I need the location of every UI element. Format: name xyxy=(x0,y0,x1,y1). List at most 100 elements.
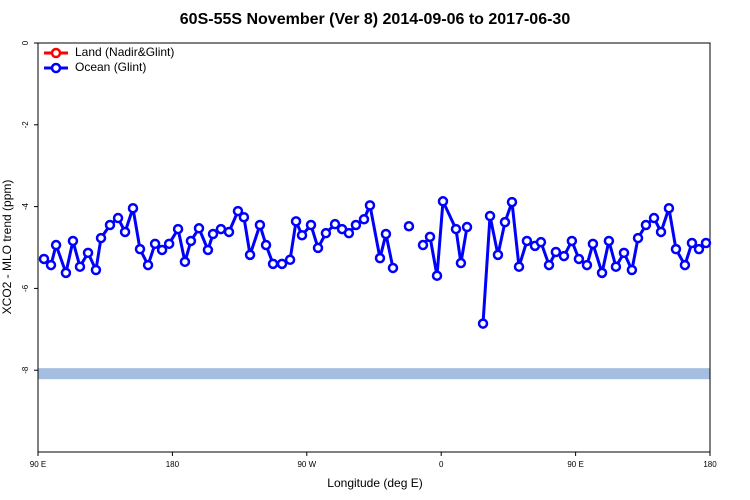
y-tick-label: -2 xyxy=(21,121,30,129)
data-point xyxy=(521,235,533,247)
data-point xyxy=(437,196,449,207)
legend-marker xyxy=(50,62,62,74)
data-point xyxy=(358,214,370,225)
data-point xyxy=(387,262,399,274)
data-point xyxy=(202,244,214,256)
data-point xyxy=(95,232,107,244)
y-tick-label: -4 xyxy=(21,202,30,210)
x-tick-label: 90 E xyxy=(567,460,583,469)
data-point xyxy=(193,223,205,234)
data-point xyxy=(492,249,504,261)
data-point xyxy=(296,229,308,241)
data-point xyxy=(267,258,279,270)
data-point xyxy=(686,237,698,249)
data-point xyxy=(573,253,585,265)
data-point xyxy=(364,200,376,211)
data-point xyxy=(648,212,660,224)
data-point xyxy=(179,256,191,268)
data-point xyxy=(67,235,79,247)
y-tick-label: -6 xyxy=(21,284,30,292)
data-point xyxy=(163,238,175,250)
data-point xyxy=(558,250,570,262)
data-point xyxy=(581,259,593,271)
data-point xyxy=(90,264,102,276)
data-point xyxy=(550,246,562,258)
data-point xyxy=(127,202,139,214)
data-point xyxy=(254,219,266,231)
y-axis-label: XCO2 - MLO trend (ppm) xyxy=(0,180,14,315)
data-point xyxy=(112,212,124,224)
data-point xyxy=(632,232,644,244)
data-point xyxy=(320,227,332,239)
data-point xyxy=(679,259,691,271)
x-tick-label: 0 xyxy=(439,460,444,469)
data-point xyxy=(305,219,317,231)
data-point xyxy=(461,221,473,233)
legend-label: Ocean (Glint) xyxy=(75,60,146,74)
y-tick-label: 0 xyxy=(21,40,30,45)
data-point xyxy=(276,258,288,270)
data-point xyxy=(215,223,227,235)
data-point xyxy=(506,196,518,208)
data-point xyxy=(329,218,341,230)
x-tick-label: 180 xyxy=(166,460,180,469)
data-point xyxy=(618,247,630,259)
data-point xyxy=(670,243,682,255)
data-point xyxy=(172,223,184,235)
data-point xyxy=(149,238,161,250)
y-tick-label: -8 xyxy=(21,366,30,374)
x-tick-label: 90 E xyxy=(30,460,46,469)
data-point xyxy=(450,223,462,235)
data-point xyxy=(663,202,675,214)
data-point xyxy=(596,267,608,279)
data-point xyxy=(45,259,57,271)
data-point xyxy=(655,226,667,238)
data-point xyxy=(380,228,392,240)
data-point xyxy=(403,220,415,232)
data-point xyxy=(484,210,496,222)
legend-label: Land (Nadir&Glint) xyxy=(75,45,174,59)
data-point xyxy=(134,243,146,255)
data-point xyxy=(60,267,72,279)
data-point xyxy=(82,247,94,259)
data-point xyxy=(477,318,489,329)
data-point xyxy=(50,239,62,251)
data-point xyxy=(455,257,467,269)
data-point xyxy=(603,235,615,247)
data-point xyxy=(343,227,355,239)
data-point xyxy=(104,219,116,231)
data-point xyxy=(223,226,235,238)
data-point xyxy=(700,237,712,249)
legend-marker xyxy=(50,47,62,59)
data-point xyxy=(640,219,652,231)
data-point xyxy=(290,216,302,227)
data-point xyxy=(232,205,244,217)
data-point xyxy=(626,264,638,276)
data-point xyxy=(238,211,250,223)
data-point xyxy=(535,236,547,248)
data-point xyxy=(587,238,599,250)
chart-title: 60S-55S November (Ver 8) 2014-09-06 to 2… xyxy=(180,11,571,28)
data-point xyxy=(431,270,443,281)
data-point xyxy=(38,253,50,265)
data-point xyxy=(284,254,296,266)
x-tick-label: 180 xyxy=(703,460,717,469)
data-point xyxy=(374,252,386,264)
data-point xyxy=(424,231,436,243)
data-point xyxy=(119,226,131,238)
plot-frame xyxy=(37,42,711,453)
data-point xyxy=(543,259,555,271)
data-point xyxy=(74,261,86,272)
series-line xyxy=(42,195,707,324)
data-point xyxy=(513,261,525,272)
data-point xyxy=(350,219,362,231)
data-point xyxy=(244,249,256,261)
x-tick-label: 90 W xyxy=(297,460,316,469)
data-point xyxy=(207,228,219,240)
data-point xyxy=(566,235,578,247)
data-point xyxy=(610,261,622,272)
data-point xyxy=(156,244,168,256)
data-point xyxy=(499,216,511,228)
data-point xyxy=(185,235,197,247)
